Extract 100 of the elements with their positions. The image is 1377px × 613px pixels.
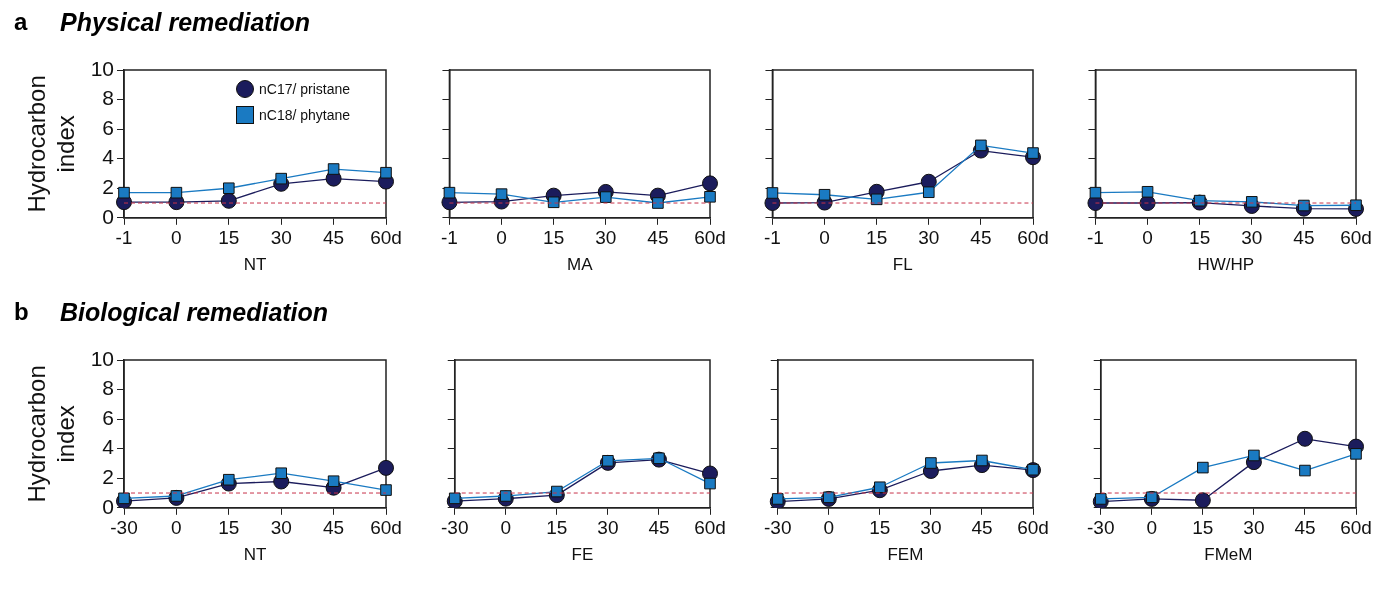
point — [975, 139, 987, 152]
y-tick-label: 10 — [90, 346, 114, 370]
x-tick-label: 30 — [595, 227, 617, 249]
point — [443, 186, 456, 199]
y-axis-title: Hydrocarbon index — [23, 75, 79, 213]
x-tick-label: -1 — [1086, 227, 1104, 249]
point — [1350, 448, 1362, 460]
x-tick-label: 0 — [171, 227, 182, 249]
point — [275, 467, 287, 480]
x-tick-label: 45 — [647, 227, 669, 249]
point — [702, 175, 718, 192]
x-axis-title: HW/HP — [1197, 255, 1255, 275]
x-axis-title: FL — [892, 255, 913, 275]
chart-title: Biological remediation — [60, 298, 329, 327]
x-tick-label: -1 — [763, 227, 781, 249]
x-tick-label: -30 — [764, 517, 792, 539]
legend-label: nC18/ phytane — [259, 107, 351, 123]
x-tick-label: 45 — [1293, 227, 1315, 249]
y-tick-label: 8 — [102, 376, 114, 400]
x-tick-label: 15 — [218, 227, 240, 249]
x-axis-title: NT — [243, 545, 267, 565]
x-tick-label: 30 — [597, 517, 619, 539]
x-tick-label: 15 — [869, 517, 891, 539]
point — [223, 182, 235, 195]
x-tick-label: 60d — [1340, 227, 1372, 249]
x-tick-label: -1 — [440, 227, 458, 249]
point — [1296, 430, 1313, 447]
point — [922, 186, 935, 199]
point — [170, 490, 183, 502]
point — [378, 459, 394, 476]
x-tick-label: 45 — [970, 227, 992, 249]
x-tick-label: 45 — [971, 517, 993, 539]
point — [976, 454, 988, 467]
x-tick-label: 30 — [270, 517, 292, 539]
point — [1141, 185, 1154, 198]
point — [1027, 147, 1039, 159]
point — [223, 473, 235, 486]
point — [220, 192, 237, 209]
point — [1245, 196, 1258, 208]
x-tick-label: 45 — [1294, 517, 1316, 539]
x-tick-label: 15 — [1189, 227, 1211, 249]
point — [327, 475, 340, 487]
x-tick-label: 60d — [370, 517, 402, 539]
x-tick-label: 15 — [866, 227, 888, 249]
y-tick-label: 0 — [102, 204, 114, 228]
x-tick-label: 30 — [270, 227, 292, 249]
x-axis-title: MA — [566, 255, 594, 275]
point — [1299, 464, 1311, 477]
x-tick-label: 45 — [323, 227, 345, 249]
x-tick-label: 30 — [1241, 227, 1263, 249]
x-tick-label: -30 — [1087, 517, 1115, 539]
point — [499, 490, 512, 502]
x-axis-title: FE — [571, 545, 594, 565]
point — [380, 166, 392, 179]
x-tick-label: 0 — [1142, 227, 1153, 249]
point — [818, 188, 831, 201]
y-tick-label: 10 — [90, 56, 114, 80]
point — [1350, 199, 1362, 212]
point — [1248, 449, 1260, 462]
x-tick-label: -30 — [110, 517, 138, 539]
x-tick-label: 30 — [1243, 517, 1265, 539]
y-tick-label: 2 — [102, 175, 114, 199]
x-tick-label: 60d — [694, 517, 726, 539]
x-tick-label: 15 — [543, 227, 565, 249]
point — [170, 186, 183, 199]
x-tick-label: 60d — [370, 227, 402, 249]
text: b — [14, 298, 29, 326]
x-tick-label: 0 — [171, 517, 182, 539]
point — [874, 481, 886, 494]
x-axis-title: FEM — [887, 545, 924, 565]
y-tick-label: 0 — [102, 494, 114, 518]
x-tick-label: 0 — [819, 227, 830, 249]
x-tick-label: 15 — [218, 517, 240, 539]
y-tick-label: 6 — [102, 115, 114, 139]
x-tick-label: -1 — [115, 227, 133, 249]
y-tick-label: 4 — [102, 145, 115, 169]
x-tick-label: 0 — [1146, 517, 1158, 539]
x-tick-label: 30 — [918, 227, 940, 249]
x-axis-title: NT — [243, 255, 267, 275]
y-tick-label: 2 — [102, 465, 114, 489]
y-axis-title: Hydrocarbon index — [23, 365, 79, 503]
x-tick-label: 45 — [648, 517, 670, 539]
x-tick-label: 30 — [920, 517, 942, 539]
legend-label: nC17/ pristane — [259, 81, 351, 97]
x-tick-label: 0 — [496, 227, 507, 249]
y-tick-label: 6 — [102, 405, 114, 429]
x-tick-label: 15 — [546, 517, 568, 539]
y-tick-label: 8 — [102, 86, 114, 110]
point — [118, 186, 130, 199]
text: a — [14, 8, 28, 36]
x-tick-label: 15 — [1192, 517, 1214, 539]
x-axis-title: FMeM — [1204, 545, 1253, 565]
point — [766, 187, 779, 199]
x-tick-label: 45 — [323, 517, 345, 539]
x-tick-label: 60d — [1340, 517, 1372, 539]
x-tick-label: 60d — [1017, 517, 1049, 539]
point — [704, 477, 716, 490]
x-tick-label: 60d — [1017, 227, 1049, 249]
point — [1197, 461, 1209, 474]
y-tick-label: 4 — [102, 435, 115, 459]
